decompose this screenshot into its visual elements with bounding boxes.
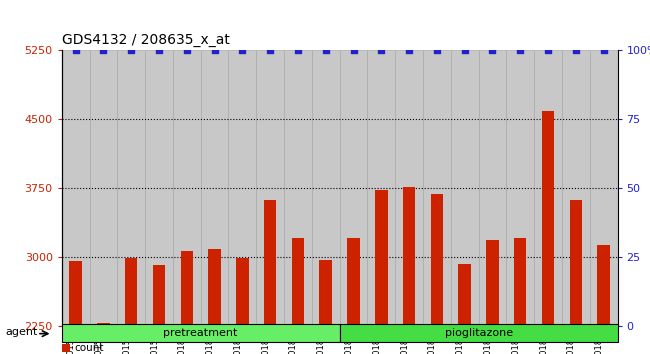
Bar [339, 324, 618, 342]
Bar [431, 194, 443, 326]
Point [460, 47, 470, 52]
Text: pioglitazone: pioglitazone [445, 328, 513, 338]
Point [126, 47, 136, 52]
Point [70, 47, 81, 52]
Bar [62, 324, 339, 342]
Bar [506, 50, 534, 326]
Bar [542, 111, 554, 326]
Bar [569, 200, 582, 326]
Point [515, 47, 525, 52]
Point [599, 47, 609, 52]
Point [432, 47, 442, 52]
Bar [590, 50, 618, 326]
Bar [209, 249, 221, 326]
Bar [153, 265, 165, 326]
Bar [458, 264, 471, 326]
Text: agent: agent [5, 327, 37, 337]
Point [376, 47, 387, 52]
Point [98, 47, 109, 52]
Bar [292, 238, 304, 326]
Bar [478, 50, 506, 326]
Bar [367, 50, 395, 326]
Bar [347, 238, 359, 326]
Bar [312, 50, 340, 326]
Bar [70, 261, 82, 326]
Point [320, 47, 331, 52]
Text: count: count [74, 343, 103, 353]
Bar [62, 50, 90, 326]
Bar [320, 260, 332, 326]
Point [181, 47, 192, 52]
Bar [145, 50, 173, 326]
Bar [514, 238, 526, 326]
Bar [173, 50, 201, 326]
Bar [423, 50, 451, 326]
Point [571, 47, 581, 52]
Point [154, 47, 164, 52]
Bar [395, 50, 423, 326]
Bar [201, 50, 229, 326]
Point [292, 47, 303, 52]
Bar [62, 344, 70, 352]
Point [265, 47, 276, 52]
Bar [256, 50, 284, 326]
Bar [90, 50, 117, 326]
Bar [125, 258, 137, 326]
Bar [117, 50, 145, 326]
Bar [597, 245, 610, 326]
Point [237, 47, 248, 52]
Bar [534, 50, 562, 326]
Text: pretreatment: pretreatment [164, 328, 238, 338]
Bar [98, 323, 110, 326]
Bar [264, 200, 276, 326]
Point [209, 47, 220, 52]
Bar [284, 50, 312, 326]
Bar [562, 50, 590, 326]
Bar [236, 258, 248, 326]
Bar [229, 50, 256, 326]
Point [488, 47, 498, 52]
Text: GDS4132 / 208635_x_at: GDS4132 / 208635_x_at [62, 33, 229, 47]
Bar [181, 251, 193, 326]
Bar [375, 190, 387, 326]
Bar [403, 187, 415, 326]
Point [543, 47, 553, 52]
Bar [486, 240, 499, 326]
Point [348, 47, 359, 52]
Bar [339, 50, 367, 326]
Point [404, 47, 414, 52]
Bar [451, 50, 478, 326]
